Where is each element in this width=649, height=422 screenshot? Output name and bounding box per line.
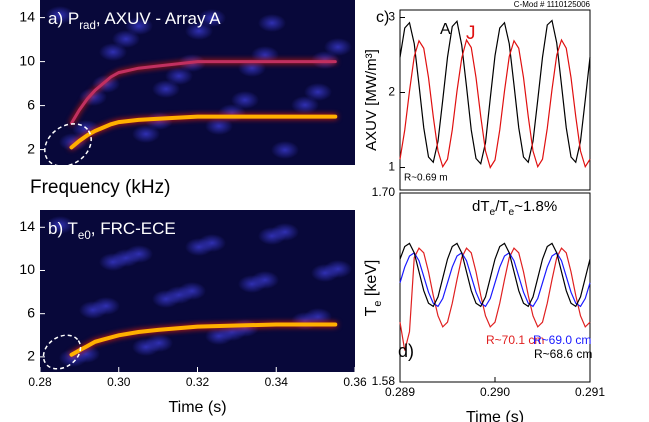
noise bbox=[271, 141, 299, 159]
series-line bbox=[69, 322, 338, 357]
annotation-part: dT bbox=[472, 198, 490, 215]
annotation-part: ~1.8% bbox=[514, 198, 557, 215]
x-axis-label: Time (s) bbox=[168, 399, 226, 416]
noise bbox=[165, 67, 193, 85]
plot-frame bbox=[399, 9, 591, 191]
annotation: R~0.69 m bbox=[404, 173, 448, 184]
panel-title-part: , FRC-ECE bbox=[91, 219, 176, 238]
panel-title-part: b) T bbox=[48, 219, 78, 238]
panel-title-part: a) P bbox=[48, 9, 79, 28]
annotation-part: e bbox=[509, 207, 515, 218]
x-tick-label: 0.28 bbox=[28, 375, 52, 389]
legend-label: J bbox=[466, 23, 476, 44]
y-tick-label: 10 bbox=[19, 52, 35, 68]
y-tick-label: 6 bbox=[27, 96, 35, 112]
noise bbox=[231, 319, 259, 337]
noise bbox=[99, 43, 127, 61]
panel-label: c) bbox=[376, 9, 389, 26]
noise bbox=[132, 125, 160, 143]
y-tick-label: 2 bbox=[388, 85, 395, 99]
y-axis-label-part: T bbox=[363, 306, 380, 316]
y-tick-label: 1.70 bbox=[372, 185, 396, 199]
annotation-part: /T bbox=[495, 198, 508, 215]
noise bbox=[324, 260, 352, 278]
noise bbox=[198, 9, 226, 27]
noise bbox=[125, 245, 153, 263]
noise bbox=[291, 96, 319, 114]
series-line bbox=[399, 38, 591, 169]
y-tick-label: 3 bbox=[388, 10, 395, 24]
y-tick-label: 6 bbox=[27, 304, 35, 320]
series-line bbox=[70, 60, 337, 125]
y-axis-label-part: e bbox=[372, 301, 384, 307]
y-tick-label: 2 bbox=[27, 140, 35, 156]
noise bbox=[304, 83, 332, 101]
legend-label: A bbox=[440, 21, 451, 38]
noise bbox=[324, 38, 352, 56]
panel-label: d) bbox=[398, 341, 414, 361]
y-tick-label: 14 bbox=[19, 8, 35, 24]
x-tick-label: 0.36 bbox=[343, 375, 367, 389]
y-axis-label: Te [keV] bbox=[363, 260, 384, 317]
panel-title-part: e0 bbox=[78, 230, 91, 242]
highlight-ellipse bbox=[42, 334, 82, 370]
noise bbox=[251, 271, 279, 289]
noise bbox=[231, 91, 259, 109]
legend-label: R~69.0 cm bbox=[533, 333, 591, 347]
x-tick-label: 0.289 bbox=[385, 385, 415, 399]
noise bbox=[145, 334, 173, 352]
x-tick-label: 0.291 bbox=[575, 385, 605, 399]
y-axis-label: Frequency (kHz) bbox=[30, 177, 170, 198]
x-tick-label: 0.30 bbox=[107, 375, 131, 389]
annotation: dTe/Te~1.8% bbox=[472, 198, 557, 218]
panel-title-part: , AXUV - Array A bbox=[96, 9, 221, 28]
noise bbox=[46, 6, 74, 24]
x-tick-label: 0.34 bbox=[265, 375, 289, 389]
series-line bbox=[69, 114, 338, 150]
series-line bbox=[399, 252, 591, 308]
noise bbox=[198, 234, 226, 252]
x-tick-label: 0.290 bbox=[480, 385, 510, 399]
annotation-part: e bbox=[490, 207, 496, 218]
noise bbox=[152, 80, 180, 98]
noise bbox=[271, 223, 299, 241]
noise bbox=[304, 308, 332, 326]
y-tick-label: 1 bbox=[388, 160, 395, 174]
y-tick-label: 2 bbox=[27, 348, 35, 364]
y-tick-label: 10 bbox=[19, 261, 35, 277]
y-axis-label: AXUV [MW/m³] bbox=[363, 49, 380, 151]
x-axis-label: Time (s) bbox=[466, 409, 524, 422]
x-tick-label: 0.32 bbox=[186, 375, 210, 389]
noise bbox=[178, 282, 206, 300]
y-axis-label-part: [keV] bbox=[363, 260, 380, 301]
noise bbox=[238, 59, 266, 77]
noise bbox=[258, 14, 286, 32]
series-line bbox=[399, 242, 591, 308]
highlight-ellipse bbox=[44, 123, 92, 167]
noise bbox=[125, 17, 153, 35]
panel-title: b) Te0, FRC-ECE bbox=[48, 219, 176, 242]
noise bbox=[251, 46, 279, 64]
noise bbox=[112, 30, 140, 48]
panel-title: a) Prad, AXUV - Array A bbox=[48, 9, 221, 32]
panel-title-part: rad bbox=[79, 20, 96, 32]
legend-label: R~68.6 cm bbox=[534, 347, 592, 361]
noise bbox=[185, 22, 213, 40]
noise bbox=[311, 51, 339, 69]
y-tick-label: 14 bbox=[19, 218, 35, 234]
noise bbox=[46, 216, 74, 234]
noise bbox=[205, 117, 233, 135]
y-tick-label: 1.58 bbox=[372, 374, 396, 388]
noise bbox=[59, 133, 87, 151]
series-line bbox=[399, 19, 591, 166]
shot-label: C-Mod # 1110125006 bbox=[514, 0, 591, 9]
legend-label: R~70.1 cm bbox=[486, 333, 544, 347]
noise bbox=[92, 297, 120, 315]
